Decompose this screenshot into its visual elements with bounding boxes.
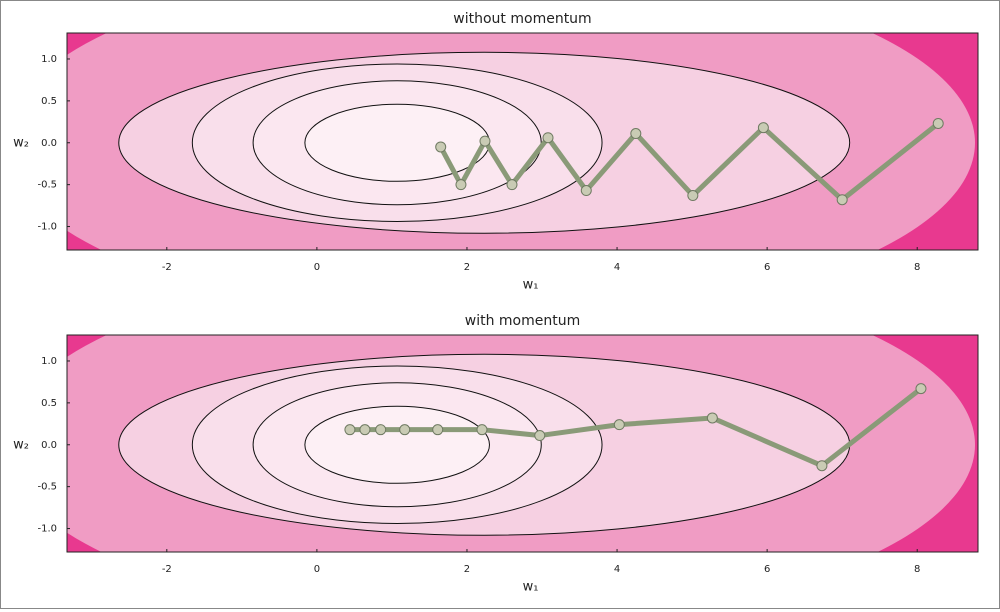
plot-area xyxy=(67,335,978,552)
trajectory-point xyxy=(479,135,491,147)
y-tick-label: -0.5 xyxy=(37,180,57,191)
x-tick-label: 8 xyxy=(914,564,920,575)
trajectory-point xyxy=(932,117,944,129)
trajectory-point xyxy=(534,430,546,442)
plot-area xyxy=(67,33,978,250)
y-axis-label: w₂ xyxy=(13,437,29,452)
trajectory-point xyxy=(359,424,371,436)
subplot: -2 0 2 4 6 8 -1.0 -0.5 0.0 0.5 1.0 with momentum w₁ w… xyxy=(13,313,979,595)
trajectory-point xyxy=(506,179,518,191)
trajectory-point xyxy=(435,141,447,153)
y-tick-label: 1.0 xyxy=(41,54,57,65)
trajectory-point xyxy=(630,128,642,140)
x-tick-label: 8 xyxy=(914,262,920,273)
x-tick-label: 2 xyxy=(464,564,470,575)
x-axis-label: w₁ xyxy=(523,278,539,293)
trajectory-point xyxy=(836,194,848,206)
x-tick-label: 2 xyxy=(464,262,470,273)
contour xyxy=(304,103,490,182)
x-tick-label: 6 xyxy=(764,564,770,575)
subplot: -2 0 2 4 6 8 -1.0 -0.5 0.0 0.5 1.0 without momentum… xyxy=(13,11,979,293)
trajectory-point xyxy=(375,424,387,436)
x-tick-label: -2 xyxy=(162,262,172,273)
trajectory-point xyxy=(432,424,444,436)
y-tick-label: 0.0 xyxy=(41,440,57,451)
trajectory-point xyxy=(816,460,828,472)
y-tick-label: -0.5 xyxy=(37,482,57,493)
trajectory-point xyxy=(580,185,592,197)
trajectory-point xyxy=(613,419,625,431)
contour xyxy=(304,405,490,484)
y-tick-label: 0.5 xyxy=(41,398,57,409)
trajectory-point xyxy=(455,179,467,191)
trajectory-point xyxy=(542,132,554,144)
y-tick-label: 0.0 xyxy=(41,138,57,149)
trajectory-point xyxy=(706,412,718,424)
chart-title: without momentum xyxy=(453,11,591,27)
x-axis-label: w₁ xyxy=(523,580,539,595)
trajectory-point xyxy=(687,190,699,202)
x-tick-label: 6 xyxy=(764,262,770,273)
trajectory-point xyxy=(476,424,488,436)
x-tick-label: 4 xyxy=(614,262,620,273)
trajectory-point xyxy=(757,122,769,134)
y-tick-label: -1.0 xyxy=(37,222,57,233)
y-axis-label: w₂ xyxy=(13,135,29,150)
y-tick-label: 0.5 xyxy=(41,96,57,107)
x-tick-label: 0 xyxy=(314,262,320,273)
chart-title: with momentum xyxy=(465,313,580,329)
trajectory-point xyxy=(399,424,411,436)
x-tick-label: 0 xyxy=(314,564,320,575)
y-tick-label: 1.0 xyxy=(41,356,57,367)
trajectory-point xyxy=(915,383,927,395)
trajectory-point xyxy=(344,424,356,436)
frame xyxy=(66,334,979,553)
x-tick-label: 4 xyxy=(614,564,620,575)
frame xyxy=(66,32,979,251)
x-tick-label: -2 xyxy=(162,564,172,575)
y-tick-label: -1.0 xyxy=(37,524,57,535)
